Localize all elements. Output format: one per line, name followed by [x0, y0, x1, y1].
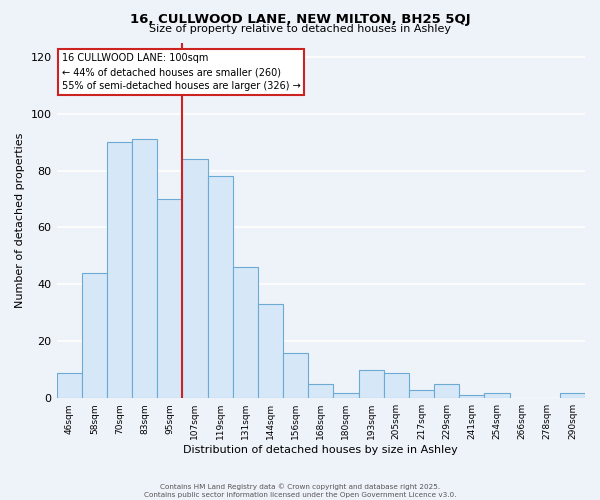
Y-axis label: Number of detached properties: Number of detached properties	[15, 132, 25, 308]
Bar	[560, 392, 585, 398]
Bar	[308, 384, 334, 398]
Bar	[459, 396, 484, 398]
Bar	[233, 268, 258, 398]
Bar	[434, 384, 459, 398]
Bar	[258, 304, 283, 398]
Bar	[484, 392, 509, 398]
Bar	[334, 392, 359, 398]
Text: 16 CULLWOOD LANE: 100sqm
← 44% of detached houses are smaller (260)
55% of semi-: 16 CULLWOOD LANE: 100sqm ← 44% of detach…	[62, 53, 301, 91]
Bar	[157, 199, 182, 398]
Text: 16, CULLWOOD LANE, NEW MILTON, BH25 5QJ: 16, CULLWOOD LANE, NEW MILTON, BH25 5QJ	[130, 12, 470, 26]
Bar	[107, 142, 132, 398]
Bar	[208, 176, 233, 398]
Bar	[383, 372, 409, 398]
Bar	[56, 372, 82, 398]
X-axis label: Distribution of detached houses by size in Ashley: Distribution of detached houses by size …	[184, 445, 458, 455]
Text: Contains HM Land Registry data © Crown copyright and database right 2025.
Contai: Contains HM Land Registry data © Crown c…	[144, 484, 456, 498]
Bar	[132, 140, 157, 398]
Bar	[359, 370, 383, 398]
Bar	[409, 390, 434, 398]
Bar	[82, 273, 107, 398]
Bar	[283, 352, 308, 398]
Bar	[182, 159, 208, 398]
Text: Size of property relative to detached houses in Ashley: Size of property relative to detached ho…	[149, 24, 451, 34]
